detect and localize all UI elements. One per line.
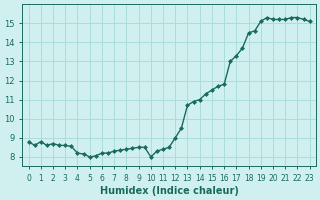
X-axis label: Humidex (Indice chaleur): Humidex (Indice chaleur): [100, 186, 239, 196]
